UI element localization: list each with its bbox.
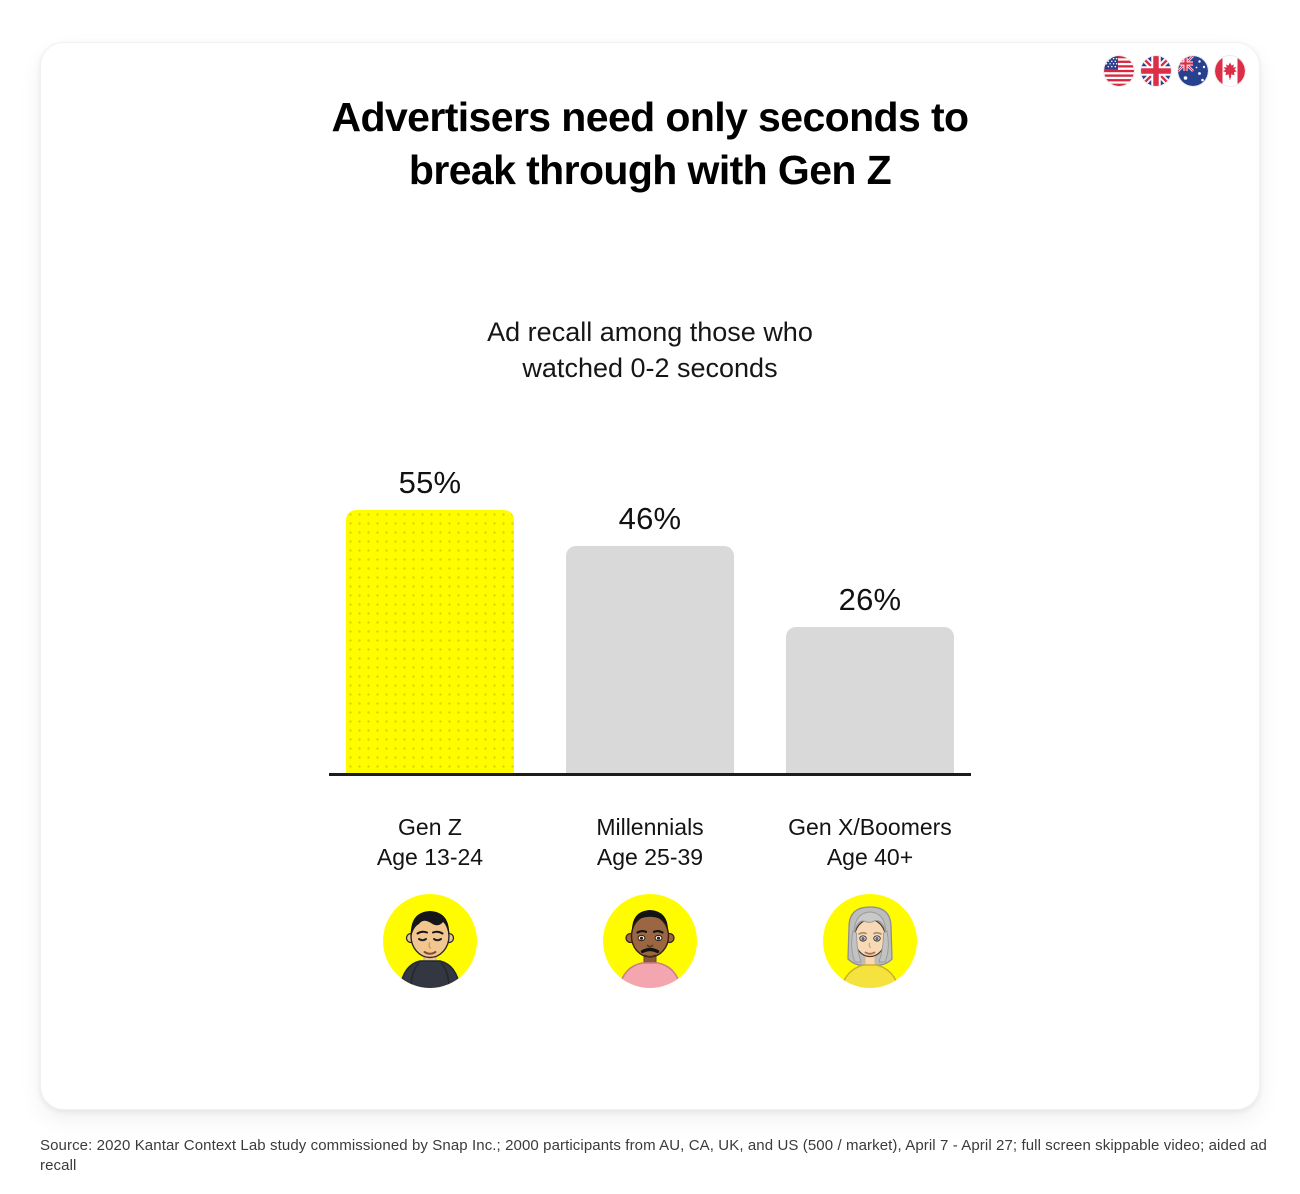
bar-value-label-gen-x-boomers: 26%: [838, 582, 902, 617]
category-label-millennials: Millennials Age 25-39: [566, 812, 734, 872]
gen-z-avatar-icon: [382, 893, 478, 989]
avatar-column-millennials: [566, 893, 734, 989]
country-flags: [1104, 56, 1245, 86]
avatar-column-gen-x-boomers: [786, 893, 954, 989]
avatar-column-gen-z: [346, 893, 514, 989]
category-name-gen-x-boomers: Gen X/Boomers: [788, 814, 952, 840]
bar-column-gen-x-boomers: 26%: [786, 582, 954, 773]
category-name-gen-z: Gen Z: [398, 814, 462, 840]
page-title: Advertisers need only seconds to break th…: [41, 91, 1259, 197]
flag-us-icon: [1104, 56, 1134, 86]
infographic-card: Advertisers need only seconds to break th…: [40, 42, 1260, 1110]
bar-value-label-gen-z: 55%: [398, 465, 462, 500]
flag-au-icon: [1178, 56, 1208, 86]
chart-title-line1: Ad recall among those who: [487, 317, 813, 347]
chart-title: Ad recall among those who watched 0-2 sec…: [41, 314, 1259, 386]
flag-ca-icon: [1215, 56, 1245, 86]
bar-millennials: [566, 546, 734, 773]
page-title-line1: Advertisers need only seconds to: [331, 94, 969, 140]
category-avatars: [41, 893, 1259, 989]
category-age-millennials: Age 25-39: [596, 844, 704, 870]
chart-title-line2: watched 0-2 seconds: [522, 353, 778, 383]
category-name-millennials: Millennials: [596, 814, 704, 840]
bar-chart: 55% 46% 26%: [41, 463, 1259, 773]
category-age-gen-z: Age 13-24: [376, 844, 484, 870]
category-label-gen-z: Gen Z Age 13-24: [346, 812, 514, 872]
bar-gen-x-boomers: [786, 627, 954, 773]
x-axis-line: [329, 773, 971, 776]
bar-value-label-millennials: 46%: [618, 501, 682, 536]
gen-x-boomers-avatar-icon: [822, 893, 918, 989]
category-age-gen-x-boomers: Age 40+: [826, 844, 914, 870]
category-labels: Gen Z Age 13-24 Millennials Age 25-39 Gen X/…: [41, 812, 1259, 872]
bar-column-millennials: 46%: [566, 501, 734, 773]
flag-uk-icon: [1141, 56, 1171, 86]
bar-column-gen-z: 55%: [346, 465, 514, 773]
millennials-avatar-icon: [602, 893, 698, 989]
bar-gen-z: [346, 510, 514, 773]
source-note: Source: 2020 Kantar Context Lab study co…: [40, 1137, 1267, 1174]
page-title-line2: break through with Gen Z: [408, 147, 892, 193]
category-label-gen-x-boomers: Gen X/Boomers Age 40+: [786, 812, 954, 872]
